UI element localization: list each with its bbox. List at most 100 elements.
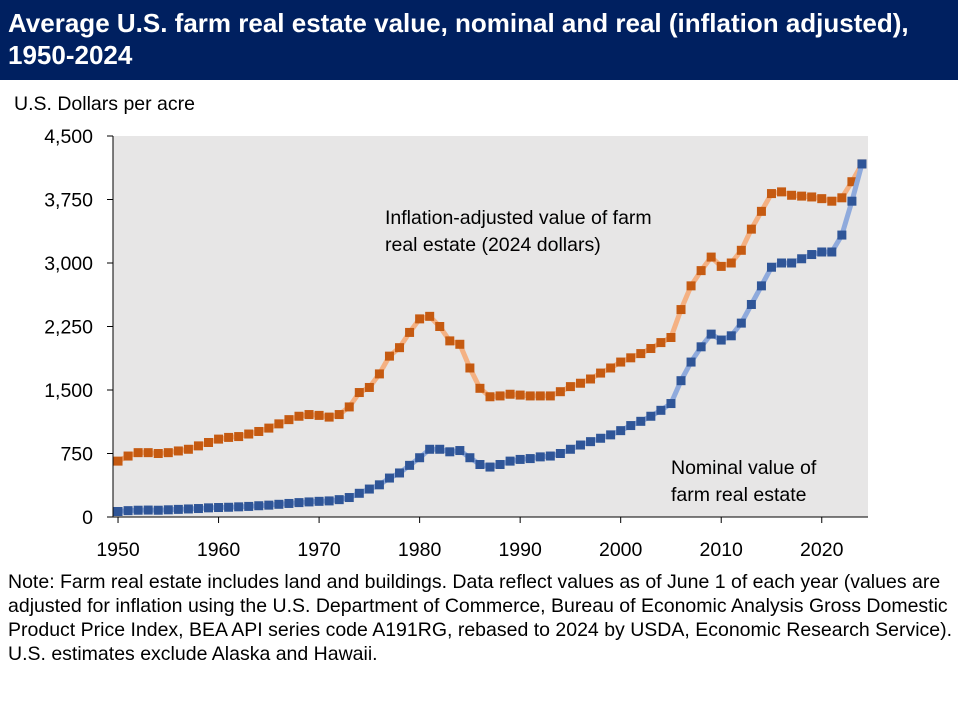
data-point bbox=[193, 441, 203, 451]
data-point bbox=[515, 454, 525, 464]
series-label: Nominal value of farm real estate bbox=[671, 457, 817, 506]
data-point bbox=[123, 451, 133, 461]
data-point bbox=[334, 410, 344, 420]
data-point bbox=[515, 390, 525, 400]
data-point bbox=[163, 448, 173, 458]
data-point bbox=[475, 460, 485, 470]
data-point bbox=[163, 505, 173, 515]
data-point bbox=[254, 501, 264, 511]
data-point bbox=[324, 412, 334, 422]
data-point bbox=[354, 388, 364, 398]
data-point bbox=[425, 311, 435, 321]
chart: U.S. Dollars per acre 0 750 1,500 2,250 3,00… bbox=[14, 93, 868, 561]
data-point bbox=[575, 440, 585, 450]
series-label: Inflation-adjusted value of farm real est… bbox=[385, 207, 652, 256]
data-point bbox=[395, 343, 405, 353]
data-point bbox=[264, 500, 274, 510]
data-point bbox=[495, 460, 505, 470]
data-point bbox=[847, 177, 857, 187]
data-point bbox=[766, 262, 776, 272]
data-point bbox=[153, 449, 163, 458]
data-point bbox=[374, 480, 384, 490]
x-tick-label: 1950 bbox=[96, 539, 140, 561]
data-point bbox=[183, 444, 193, 454]
data-point bbox=[384, 473, 394, 483]
data-point bbox=[143, 448, 153, 458]
y-tick-label: 2,250 bbox=[44, 317, 93, 339]
data-point bbox=[716, 261, 726, 271]
data-point bbox=[475, 383, 485, 393]
data-point bbox=[334, 495, 344, 505]
data-point bbox=[545, 391, 555, 401]
data-point bbox=[525, 454, 535, 464]
data-point bbox=[274, 499, 284, 509]
data-point bbox=[555, 449, 565, 458]
data-point bbox=[364, 382, 374, 392]
data-point bbox=[656, 405, 666, 415]
data-point bbox=[545, 451, 555, 461]
data-point bbox=[204, 437, 214, 447]
data-point bbox=[706, 252, 716, 262]
data-point bbox=[656, 338, 666, 348]
data-point bbox=[364, 484, 374, 494]
data-point bbox=[133, 448, 143, 458]
data-point bbox=[344, 493, 354, 503]
data-point bbox=[827, 196, 837, 206]
data-point bbox=[787, 190, 797, 200]
data-point bbox=[113, 506, 123, 516]
data-point bbox=[756, 206, 766, 216]
data-point bbox=[586, 374, 596, 384]
data-point bbox=[827, 247, 837, 257]
data-point bbox=[153, 505, 163, 515]
data-point bbox=[746, 299, 756, 309]
data-point bbox=[787, 258, 797, 268]
data-point bbox=[324, 496, 334, 506]
data-point bbox=[777, 187, 787, 197]
data-point bbox=[797, 191, 807, 201]
y-tick-label: 3,000 bbox=[44, 253, 93, 275]
data-point bbox=[485, 462, 495, 472]
data-point bbox=[294, 498, 304, 508]
data-point bbox=[264, 423, 274, 433]
data-point bbox=[415, 314, 425, 324]
data-point bbox=[113, 456, 123, 466]
y-tick-label: 750 bbox=[60, 444, 93, 466]
data-point bbox=[676, 305, 686, 315]
y-tick-label: 3,750 bbox=[44, 190, 93, 212]
data-point bbox=[716, 335, 726, 345]
data-point bbox=[626, 421, 636, 431]
data-point bbox=[314, 496, 324, 506]
data-point bbox=[756, 281, 766, 291]
y-tick-label: 0 bbox=[82, 507, 93, 529]
data-point bbox=[736, 318, 746, 328]
data-point bbox=[384, 351, 394, 361]
data-point bbox=[817, 194, 827, 204]
x-tick-label: 1960 bbox=[197, 539, 241, 561]
data-point bbox=[123, 506, 133, 516]
data-point bbox=[435, 322, 445, 331]
data-point bbox=[857, 159, 867, 169]
data-point bbox=[766, 189, 776, 199]
data-point bbox=[374, 369, 384, 379]
data-point bbox=[666, 333, 676, 343]
data-point bbox=[344, 402, 354, 412]
data-point bbox=[234, 432, 244, 442]
data-point bbox=[395, 468, 405, 478]
data-point bbox=[193, 504, 203, 514]
data-point bbox=[626, 353, 636, 363]
data-point bbox=[636, 416, 646, 426]
data-point bbox=[535, 452, 545, 462]
data-point bbox=[837, 230, 847, 240]
data-point bbox=[807, 250, 817, 260]
x-tick-label: 2000 bbox=[599, 539, 643, 561]
data-point bbox=[485, 392, 495, 402]
y-tick-label: 1,500 bbox=[44, 380, 93, 402]
chart-title: Average U.S. farm real estate value, nom… bbox=[0, 0, 958, 80]
data-point bbox=[304, 410, 314, 420]
data-point bbox=[505, 389, 515, 399]
data-point bbox=[797, 254, 807, 264]
data-point bbox=[686, 357, 696, 367]
data-point bbox=[726, 331, 736, 341]
data-point bbox=[706, 329, 716, 339]
